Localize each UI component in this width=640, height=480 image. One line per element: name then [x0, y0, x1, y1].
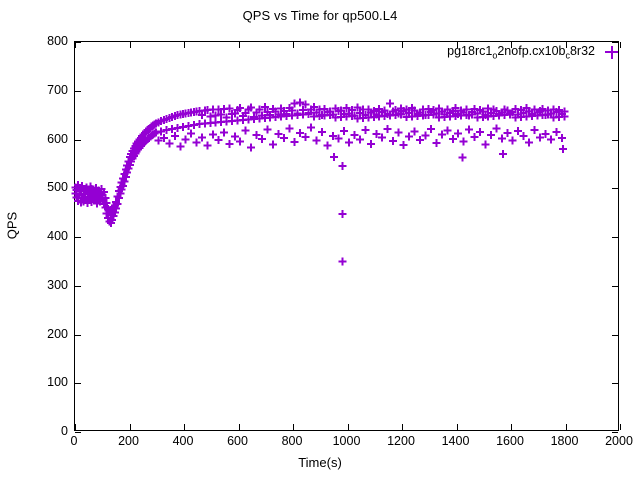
x-axis-tick [456, 424, 458, 430]
plot-area [74, 41, 621, 433]
x-axis-tick-label: 400 [172, 434, 194, 448]
x-axis-tick [402, 424, 403, 430]
x-axis-tick-label: 1800 [550, 434, 579, 448]
y-axis-tick-label: 500 [47, 180, 68, 195]
legend-text-sub1: o [492, 50, 498, 61]
y-axis-tick-label: 600 [47, 131, 68, 146]
y-axis-tick [75, 90, 81, 92]
y-axis-tick [75, 188, 81, 190]
x-axis-tick [347, 424, 349, 430]
y-axis-tick [75, 432, 81, 433]
x-axis-tick-label: 0 [70, 434, 78, 448]
x-axis-tick-top [347, 42, 349, 48]
chart-title: QPS vs Time for qp500.L4 [242, 8, 398, 23]
y-axis-tick [75, 383, 81, 385]
legend-plus-marker-icon [605, 45, 618, 59]
y-axis-title: QPS [4, 211, 20, 240]
y-axis-tick-label: 0 [61, 424, 68, 438]
x-axis-tick [293, 424, 294, 430]
y-axis-tick-label: 300 [47, 277, 68, 292]
x-axis-tick [620, 424, 621, 430]
legend-text-mid: 2nofp.cx10b [497, 44, 566, 58]
y-axis-tick-label: 200 [47, 326, 68, 341]
x-axis-tick-label: 1600 [496, 434, 524, 448]
y-axis-tick-right [612, 285, 618, 287]
x-axis-tick-labels: 0 200 400 600 800 1000 1200 1400 1600 1800 2000 [70, 434, 633, 454]
y-axis-tick-right [612, 139, 618, 141]
y-axis-tick-right [612, 432, 618, 433]
y-axis-tick-label: 400 [47, 229, 68, 243]
y-axis-tick-labels: 0 100 200 300 400 500 600 700 800 [0, 34, 68, 438]
x-axis-tick-top [402, 42, 403, 48]
legend-label-series-0: pg18rc1o2nofp.cx10bc8r32 [447, 44, 595, 61]
y-axis-tick-right [612, 90, 618, 92]
x-axis-tick-label: 800 [281, 434, 303, 448]
x-axis-tick-label: 200 [118, 434, 139, 448]
y-axis-tick-right [612, 334, 618, 336]
y-axis-tick-right [612, 42, 618, 43]
x-axis-tick [565, 424, 567, 430]
x-axis-tick-label: 1400 [441, 434, 470, 448]
x-axis-tick-top [620, 42, 621, 48]
x-axis-tick [129, 424, 131, 430]
y-axis-tick [75, 42, 81, 43]
x-axis-tick-label: 1000 [332, 434, 361, 448]
y-axis-tick-label: 100 [47, 375, 68, 390]
y-axis-tick-right [612, 237, 618, 238]
x-axis-tick-top [184, 42, 185, 48]
y-axis-tick-label: 700 [47, 82, 68, 97]
x-axis-tick-top [293, 42, 294, 48]
x-axis-tick-top [456, 42, 458, 48]
legend-text-sub2: c [565, 50, 570, 61]
x-axis-tick [238, 424, 240, 430]
x-axis-tick-top [75, 42, 76, 48]
x-axis-title: Time(s) [298, 455, 342, 470]
y-axis-tick [75, 139, 81, 141]
legend-text-pre: pg18rc1 [447, 44, 493, 58]
x-axis-tick-label: 1200 [387, 434, 415, 448]
y-axis-tick-right [612, 188, 618, 190]
x-axis-tick-top [129, 42, 131, 48]
x-axis-tick-top [511, 42, 512, 48]
x-axis-tick [75, 424, 76, 430]
y-axis-tick [75, 334, 81, 336]
y-axis-tick [75, 237, 81, 238]
y-axis-tick [75, 285, 81, 287]
y-axis-tick-label: 800 [47, 34, 68, 48]
x-axis-tick [184, 424, 185, 430]
x-axis-tick-label: 2000 [605, 434, 633, 448]
legend: pg18rc1o2nofp.cx10bc8r32 [447, 44, 618, 61]
x-axis-tick-label: 600 [227, 434, 248, 448]
x-axis-tick [511, 424, 512, 430]
x-axis-tick-top [238, 42, 240, 48]
x-axis-tick-top [565, 42, 567, 48]
legend-text-post: 8r32 [569, 44, 595, 58]
y-axis-tick-right [612, 383, 618, 385]
